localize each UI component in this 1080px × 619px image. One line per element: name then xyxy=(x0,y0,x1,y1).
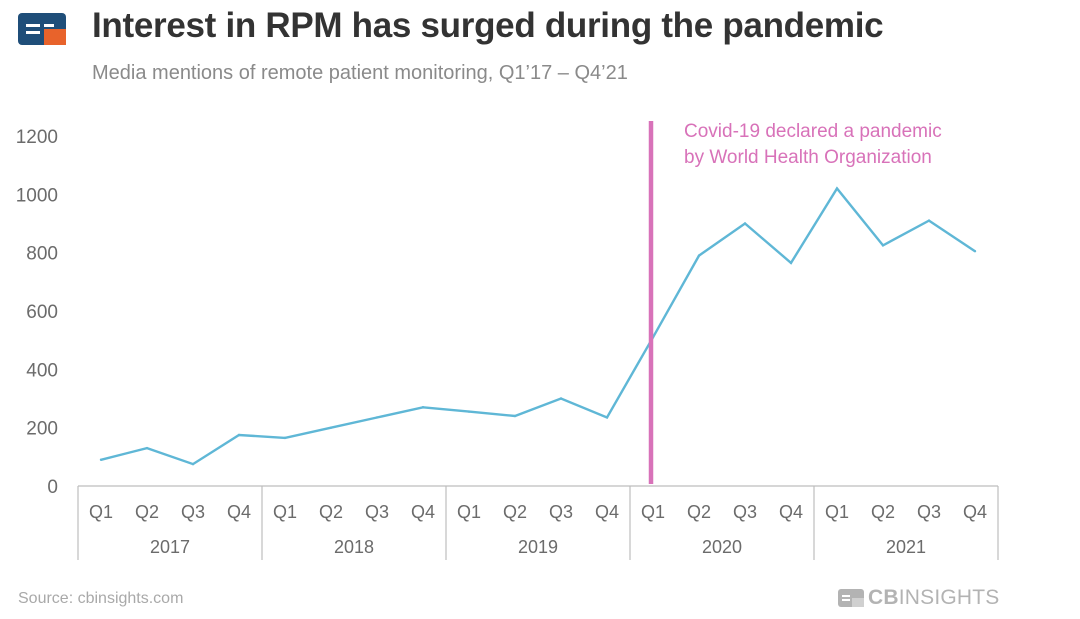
cb-insights-logo-icon xyxy=(18,13,66,45)
cb-insights-logo-icon xyxy=(838,589,864,607)
x-tick-label: Q3 xyxy=(181,502,205,522)
y-tick-label: 600 xyxy=(26,302,58,323)
footer-brand: CBINSIGHTS xyxy=(838,586,1000,610)
brand-wordmark: CBINSIGHTS xyxy=(868,586,1000,610)
y-tick-label: 800 xyxy=(26,244,58,265)
year-label: 2017 xyxy=(150,537,190,557)
y-tick-label: 200 xyxy=(26,419,58,440)
data-point xyxy=(237,433,241,437)
x-tick-label: Q1 xyxy=(641,502,665,522)
year-label: 2018 xyxy=(334,537,374,557)
data-point xyxy=(789,261,793,265)
data-point xyxy=(283,436,287,440)
x-tick-label: Q1 xyxy=(89,502,113,522)
brand-rest: INSIGHTS xyxy=(898,586,1000,609)
page-subtitle: Media mentions of remote patient monitor… xyxy=(92,62,628,84)
source-note: Source: cbinsights.com xyxy=(18,590,184,607)
year-label: 2019 xyxy=(518,537,558,557)
x-tick-label: Q1 xyxy=(825,502,849,522)
y-tick-label: 1200 xyxy=(16,127,58,148)
y-tick-label: 0 xyxy=(47,477,58,498)
line-chart: 0 200 400 600 800 1000 1200 Q1 Q2 Q3 Q4 Q1 Q2 Q3 Q4 Q1 Q… xyxy=(16,121,999,560)
annotation-text: Covid-19 declared a pandemic xyxy=(684,121,942,142)
annotation-text: by World Health Organization xyxy=(684,147,932,168)
data-point xyxy=(467,410,471,413)
x-tick-label: Q2 xyxy=(319,502,343,522)
data-point xyxy=(743,222,747,225)
y-tick-label: 1000 xyxy=(16,185,58,206)
x-tick-label: Q4 xyxy=(227,502,251,522)
year-label: 2021 xyxy=(886,537,926,557)
data-point xyxy=(99,458,103,461)
x-tick-label: Q4 xyxy=(595,502,619,522)
data-point xyxy=(835,187,839,190)
data-point xyxy=(697,254,701,257)
brand-bold: CB xyxy=(868,586,899,609)
x-tick-label: Q4 xyxy=(779,502,803,522)
x-tick-label: Q4 xyxy=(411,502,435,522)
x-tick-label: Q3 xyxy=(917,502,941,522)
x-tick-label: Q3 xyxy=(549,502,573,522)
x-tick-label: Q4 xyxy=(963,502,987,522)
data-point xyxy=(145,446,149,450)
data-point xyxy=(927,219,931,222)
x-tick-label: Q1 xyxy=(457,502,481,522)
data-point xyxy=(375,416,379,419)
data-point xyxy=(881,244,885,247)
data-point xyxy=(513,414,517,418)
data-point xyxy=(191,462,195,466)
y-tick-label: 400 xyxy=(26,360,58,381)
x-tick-label: Q3 xyxy=(733,502,757,522)
series-line xyxy=(100,186,976,466)
x-tick-label: Q2 xyxy=(871,502,895,522)
data-point xyxy=(559,397,563,400)
x-tick-label: Q3 xyxy=(365,502,389,522)
x-tick-label: Q2 xyxy=(687,502,711,522)
data-point xyxy=(605,416,609,419)
data-point xyxy=(329,426,333,429)
x-tick-label: Q2 xyxy=(135,502,159,522)
data-point xyxy=(973,250,977,253)
x-tick-label: Q1 xyxy=(273,502,297,522)
data-point xyxy=(421,406,425,409)
page-title: Interest in RPM has surged during the pa… xyxy=(92,6,884,45)
x-tick-label: Q2 xyxy=(503,502,527,522)
year-label: 2020 xyxy=(702,537,742,557)
